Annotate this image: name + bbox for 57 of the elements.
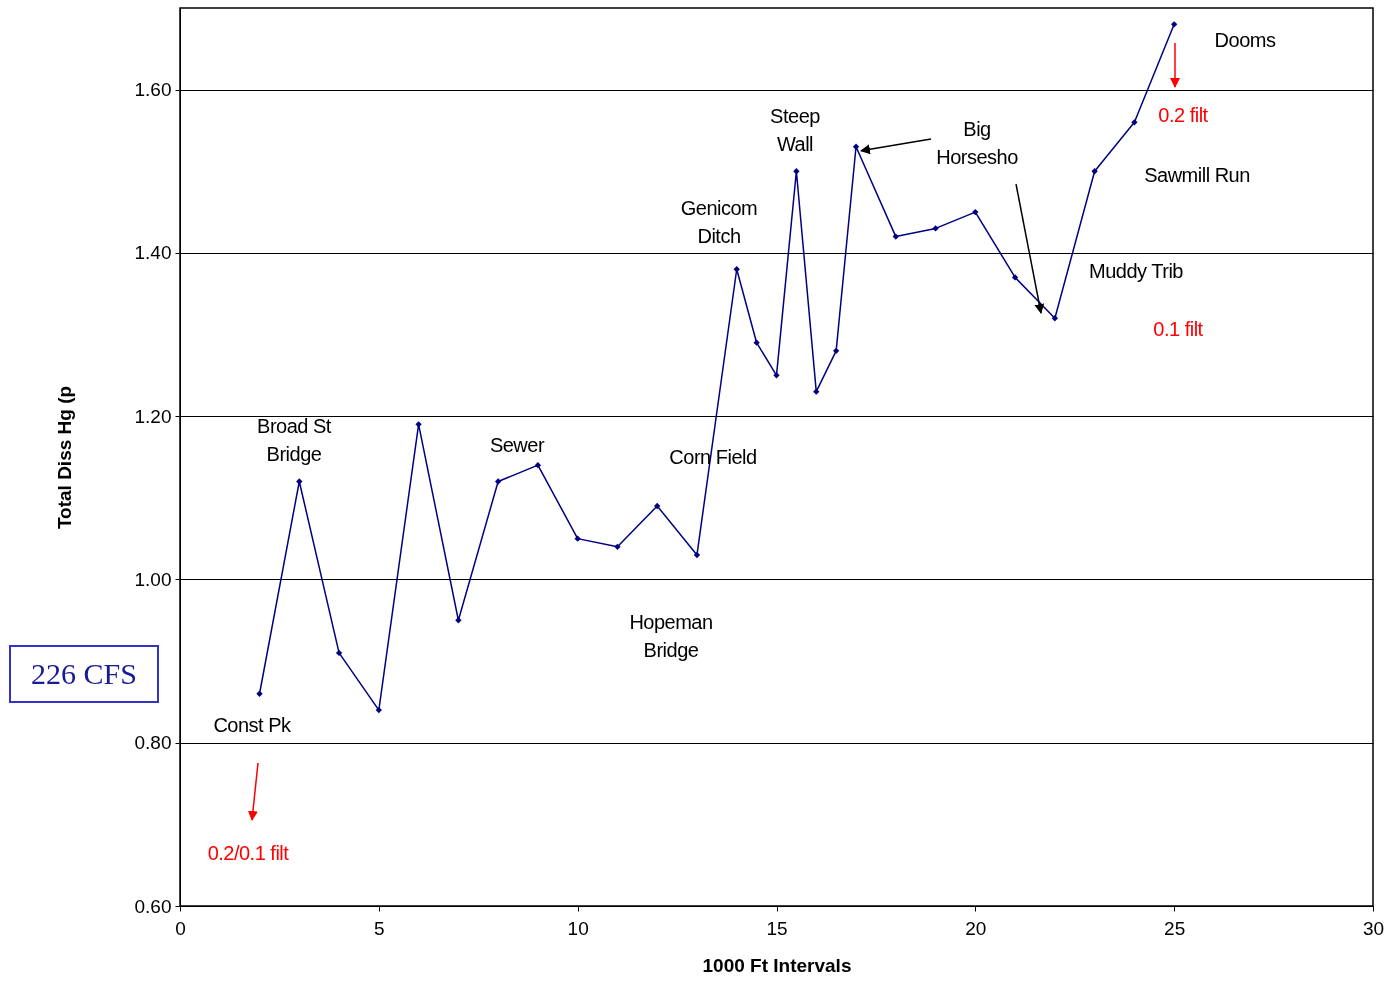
annotation: Sewer [489,433,545,458]
annotation: Corn Field [669,445,757,470]
point [1051,315,1059,322]
x-tick-label: 0 [175,917,186,939]
annotation: Genicom Ditch [680,196,758,249]
point [296,478,303,485]
annotation: Sawmill Run [1144,163,1250,188]
point [972,208,979,216]
point [852,143,860,150]
point [534,462,542,469]
annotation: 0.2 filt [1158,103,1208,128]
point [1131,119,1138,126]
y-tick-label: 0.60 [134,895,172,917]
y-tick-label: 1.60 [134,79,172,101]
point [335,649,343,657]
point [1011,274,1019,281]
point [574,535,581,542]
point [832,347,840,355]
x-tick-label: 25 [1164,917,1186,939]
annotation: Dooms [1214,28,1276,53]
point [494,478,502,485]
point [375,706,382,714]
point [733,266,740,273]
x-axis-title: 1000 Ft Intervals [702,954,852,976]
annotation: Big Horsesho [936,117,1018,170]
x-tick-label: 20 [965,917,987,939]
point [892,233,899,240]
point [1171,21,1178,28]
x-tick-label: 5 [374,917,385,939]
y-tick-label: 1.20 [134,405,172,427]
point [773,372,780,379]
point [415,421,422,428]
point [256,690,263,697]
point [932,225,939,232]
annotation: Muddy Trib [1089,259,1183,284]
point [753,339,760,346]
annotation: 0.2/0.1 filt [207,841,289,866]
y-tick-label: 0.80 [134,732,172,754]
y-tick-label: 1.00 [134,568,172,590]
text: 226 CFS [9,645,159,703]
annotation: Broad St Bridge [257,414,331,467]
point [693,551,701,559]
point [793,168,800,175]
x-tick-label: 15 [766,917,788,939]
y-axis-title: Total Diss Hg (p [53,385,75,530]
annotation: Const Pk [213,713,291,738]
annotation: Steep Wall [770,104,820,157]
x-tick-label: 10 [567,917,589,939]
point [455,617,462,624]
x-tick-label: 30 [1362,917,1385,939]
annotation: 0.1 filt [1153,317,1203,342]
point [654,502,661,510]
point [1091,168,1098,175]
point [813,388,820,395]
annotation: Hopeman Bridge [629,610,713,663]
point [614,543,621,550]
y-tick-label: 1.40 [134,242,172,264]
